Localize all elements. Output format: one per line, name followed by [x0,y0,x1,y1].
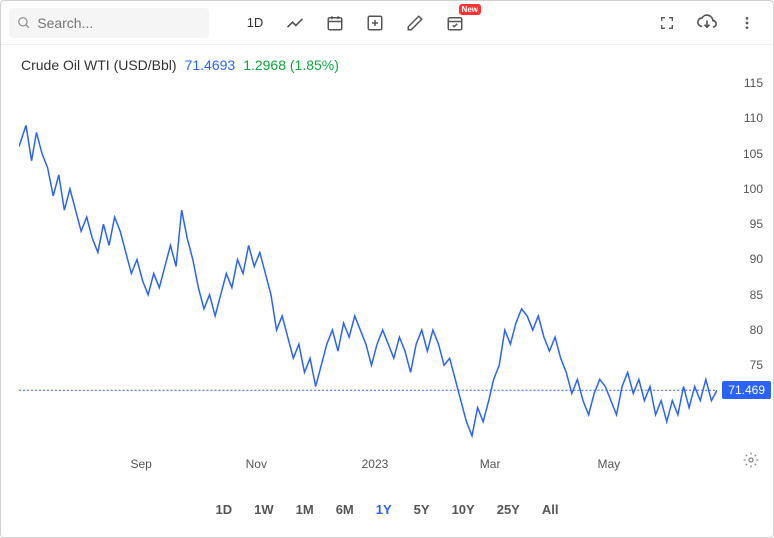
price-chart [19,69,717,457]
price-tag: 71.469 [722,381,771,399]
alert-button[interactable]: New [437,8,473,38]
calendar-check-icon [446,14,464,32]
more-vertical-icon [739,15,755,31]
y-axis: 115 110 105 100 95 90 85 80 75 71.469 [717,69,773,457]
x-tick: 2023 [362,457,389,471]
fullscreen-icon [659,15,675,31]
date-range-button[interactable] [317,8,353,38]
settings-button[interactable] [743,452,759,473]
range-btn-all[interactable]: All [532,498,569,521]
chart-widget: 1D New Crude Oil WTI (USD/Bbl) 71.4693 [0,0,774,538]
x-tick: Mar [480,457,501,471]
pencil-icon [406,14,424,32]
y-tick: 110 [744,111,763,125]
add-button[interactable] [357,8,393,38]
range-btn-1m[interactable]: 1M [286,498,324,521]
cloud-download-icon [697,13,717,33]
chart-area[interactable] [19,69,717,457]
search-input[interactable] [37,15,201,31]
more-button[interactable] [729,8,765,38]
range-btn-1w[interactable]: 1W [244,498,284,521]
time-range-selector: 1D1W1M6M1Y5Y10Y25YAll [1,492,773,527]
range-btn-1d[interactable]: 1D [206,498,243,521]
x-tick: Sep [130,457,151,471]
chart-style-button[interactable] [277,8,313,38]
y-tick: 80 [750,323,763,337]
x-tick: Nov [246,457,267,471]
range-btn-5y[interactable]: 5Y [404,498,440,521]
plus-box-icon [366,14,384,32]
download-button[interactable] [689,8,725,38]
range-btn-6m[interactable]: 6M [326,498,364,521]
new-badge: New [459,4,481,15]
y-tick: 100 [743,182,763,196]
x-tick: May [597,457,620,471]
y-tick: 90 [750,252,763,266]
range-btn-10y[interactable]: 10Y [442,498,485,521]
calendar-icon [326,14,344,32]
x-axis: Sep Nov 2023 Mar May [19,457,717,475]
search-box[interactable] [9,8,209,38]
y-tick: 85 [750,288,763,302]
y-tick: 105 [743,147,763,161]
gear-icon [743,452,759,468]
fullscreen-button[interactable] [649,8,685,38]
search-icon [17,15,31,31]
y-tick: 115 [744,76,763,90]
interval-button[interactable]: 1D [237,8,273,38]
range-btn-1y[interactable]: 1Y [366,498,402,521]
line-style-icon [285,13,305,33]
y-tick: 75 [750,358,763,372]
y-tick: 95 [750,217,763,231]
toolbar: 1D New [1,1,773,45]
range-btn-25y[interactable]: 25Y [487,498,530,521]
draw-button[interactable] [397,8,433,38]
